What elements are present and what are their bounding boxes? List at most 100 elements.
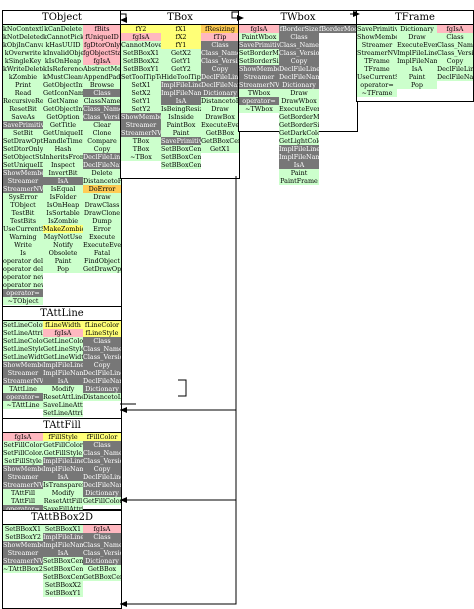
member-cell: Class [83, 441, 121, 449]
member-cell: operator= [357, 81, 397, 89]
member-column: SetBBoxX1SetBBoxY2ShowMembersStreamerStr… [3, 525, 43, 573]
member-cell: ShowMembers [357, 33, 397, 41]
member-cell: SetBorderMode [239, 49, 279, 57]
class-title: TAttLine [3, 307, 121, 321]
member-cell: ImplFileLine [43, 533, 83, 541]
member-cell: DeclFileName [83, 161, 121, 169]
member-column: fX1 fX2 fY1 GetX2 GetY1 GetY2 HideToolTip ImplF… [161, 25, 201, 169]
class-box-tattline: TAttLineSetLineColorSetLineAttributesSet… [2, 306, 122, 420]
member-cell: operator= [239, 97, 279, 105]
member-cell: SetBBoxY1 [43, 589, 83, 597]
member-cell: ImplFileLine [43, 457, 83, 465]
member-cell: ImplFileName [397, 57, 437, 65]
member-cell: IsA [279, 161, 319, 169]
member-cell: AbstractMethod [83, 65, 121, 73]
member-cell: DoError [83, 185, 121, 193]
member-cell: Dump [83, 217, 121, 225]
member-cell: GetObjectInfo [43, 81, 83, 89]
member-column: fBorderMode [319, 25, 357, 33]
member-cell: SetBBoxCenterY [161, 161, 201, 169]
member-cell: fX1 [161, 25, 201, 33]
member-cell: Pop [397, 81, 437, 89]
member-cell: TFrame [357, 57, 397, 65]
member-cell: DistancetoPrimitive [83, 177, 121, 185]
member-cell: StreamerNVirtual [3, 185, 43, 193]
member-cell: AppendPad [83, 73, 121, 81]
member-cell: GetBorderMode [279, 113, 319, 121]
member-cell: Class_Version [201, 57, 239, 65]
member-cell: SaveLineAttributes [43, 401, 83, 409]
member-cell: Class_Name [201, 49, 239, 57]
member-cell: Class_Name [279, 41, 319, 49]
member-cell: DeclFileLine [279, 65, 319, 73]
class-title: TBox [121, 11, 239, 25]
member-cell: kInvalidObject [43, 49, 83, 57]
member-column: fgIsAClassClass_NameClass_VersionCopyDec… [437, 25, 473, 81]
member-cell: GetBBoxCenter [83, 573, 121, 581]
member-cell: SetBit [3, 129, 43, 137]
member-cell: ClassName [83, 97, 121, 105]
member-cell: Print [3, 81, 43, 89]
member-column: fLineWidth fgIsA GetLineColor GetLineStyle G… [43, 321, 83, 417]
member-cell: StreamerNVirtual [3, 377, 43, 385]
member-cell: RecursiveRemove [3, 97, 43, 105]
member-cell: GetLineWidth [43, 353, 83, 361]
member-cell: GetTitle [43, 121, 83, 129]
member-cell: SavePrimitive [161, 137, 201, 145]
member-cell: Dictionary [397, 25, 437, 33]
member-cell: Draw [397, 33, 437, 41]
member-cell: Class_Version [83, 353, 121, 361]
class-title: TAttFill [3, 419, 121, 433]
member-cell: Pop [43, 265, 83, 273]
member-cell: IsFolder [43, 193, 83, 201]
member-cell: SetToolTipText [121, 73, 161, 81]
member-cell: GetLineColor [43, 337, 83, 345]
member-cell: Delete [83, 169, 121, 177]
member-cell: Class_Version [437, 49, 473, 57]
member-cell: GetName [43, 97, 83, 105]
member-cell: Copy [201, 65, 239, 73]
member-cell: ImplFileLine [43, 361, 83, 369]
member-cell: fTip [201, 33, 239, 41]
member-cell: ShowMembers [3, 361, 43, 369]
member-cell: ExecuteEvent [279, 105, 319, 113]
member-cell: TAttFill [3, 489, 43, 497]
member-cell: fLineWidth [43, 321, 83, 329]
member-cell: UseCurrentStyle [357, 73, 397, 81]
member-cell: fBorderSize [279, 25, 319, 33]
member-cell: MakeZombie [43, 225, 83, 233]
member-cell: TBox [121, 145, 161, 153]
member-cell: ImplFileName [43, 541, 83, 549]
member-cell: SetBBoxX1 [121, 49, 161, 57]
member-cell: Class [201, 41, 239, 49]
member-cell: SavePrimitive [239, 41, 279, 49]
member-cell: Copy [279, 57, 319, 65]
member-cell: fgDtorOnly [83, 41, 121, 49]
member-cell: HandleTimer [43, 137, 83, 145]
member-cell: ExecuteEvent [83, 241, 121, 249]
member-cell: Modify [43, 385, 83, 393]
member-cell: TObject [3, 201, 43, 209]
member-cell: IsInside [161, 113, 201, 121]
member-column: SavePrimitiveShowMembersStreamerStreamer… [357, 25, 397, 97]
member-cell: operator new[] [3, 281, 43, 289]
member-cell: ImplFileLine [161, 81, 201, 89]
member-cell: Streamer [121, 121, 161, 129]
member-cell: kCannotPick [43, 33, 83, 41]
member-cell: Dictionary [83, 489, 121, 497]
member-cell: ImplFileName [161, 89, 201, 97]
member-cell: IsOnHeap [43, 201, 83, 209]
member-cell: ~TWbox [239, 105, 279, 113]
member-cell: SetLineWidth [3, 353, 43, 361]
class-title: TWbox [239, 11, 357, 25]
member-column: fFillStyle GetFillColor GetFillStyle ImplFi… [43, 433, 83, 521]
member-cell: ~TFrame [357, 89, 397, 97]
member-cell: DistancetoLine [83, 393, 121, 401]
class-box-tattfill: TAttFillfgIsASetFillColorSetFillColorAlp… [2, 418, 122, 521]
member-cell: DeclFileLine [83, 153, 121, 161]
member-cell: SetBBoxCenterY [43, 573, 83, 581]
member-cell: Copy [83, 465, 121, 473]
member-cell: TFrame [357, 65, 397, 73]
member-cell: Class_Version [83, 549, 121, 557]
member-cell: Write [3, 241, 43, 249]
